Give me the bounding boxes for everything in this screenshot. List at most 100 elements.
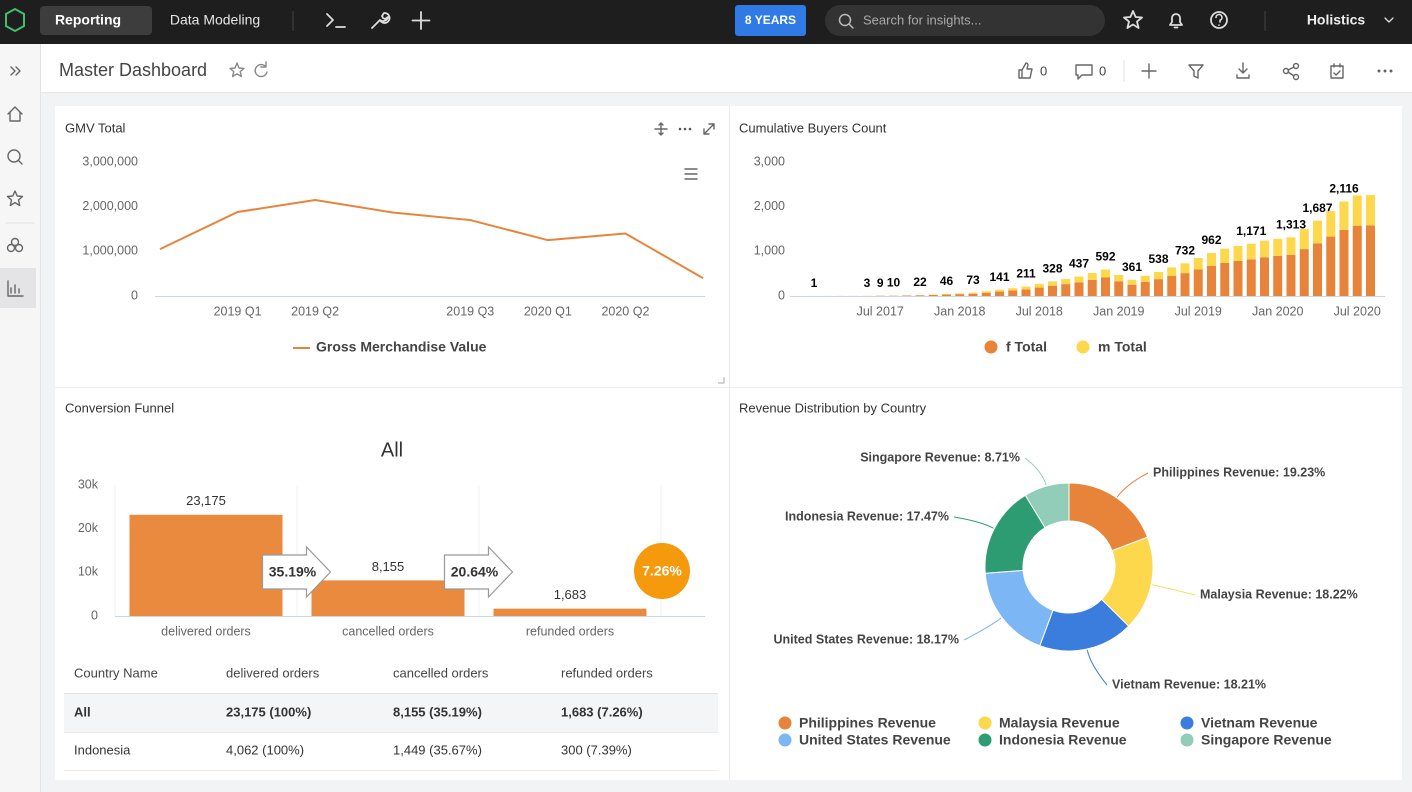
terminal-icon[interactable] — [326, 13, 346, 28]
expand-widget[interactable] — [703, 123, 715, 135]
bar-segment — [1299, 229, 1309, 250]
move-handle[interactable] — [654, 122, 668, 136]
y-tick-label: 2,000,000 — [82, 199, 138, 213]
search-placeholder[interactable]: Search for insights... — [863, 12, 982, 27]
slice-label: Malaysia Revenue: 18.22% — [1200, 587, 1358, 601]
org-name[interactable]: Holistics — [1307, 12, 1366, 28]
bar-segment — [915, 295, 925, 296]
bar-segment — [1326, 236, 1336, 296]
bar-segment — [1087, 272, 1097, 280]
legend-label: Philippines Revenue — [799, 715, 936, 731]
bar-segment — [1260, 240, 1269, 258]
bar-segment — [1167, 267, 1177, 276]
badge-text[interactable]: 8 YEARS — [745, 13, 796, 27]
bar-segment — [1154, 279, 1163, 296]
bar-segment — [1180, 263, 1190, 274]
slice-label: Indonesia Revenue: 17.47% — [785, 509, 949, 523]
tab-active[interactable] — [40, 6, 152, 35]
table-cell: 23,175 (100%) — [226, 704, 311, 719]
stack-label: 538 — [1148, 252, 1168, 266]
bar-segment — [942, 293, 951, 295]
y-tick-label: 0 — [91, 608, 98, 622]
legend-swatch — [1180, 733, 1194, 747]
legend-label: Indonesia Revenue — [999, 732, 1127, 748]
y-tick-label: 3,000,000 — [82, 154, 138, 168]
leader-line — [1152, 584, 1196, 596]
comment-button[interactable] — [1075, 64, 1093, 80]
bar-segment — [1021, 289, 1031, 296]
x-tick-label: Jul 2017 — [857, 304, 904, 318]
bar-segment — [1114, 281, 1124, 296]
help-icon[interactable] — [1210, 11, 1228, 29]
table-header: delivered orders — [226, 665, 320, 680]
bar-segment — [1008, 290, 1018, 296]
legend-label: United States Revenue — [799, 732, 951, 748]
bar-segment — [1101, 277, 1110, 296]
filter-button[interactable] — [1188, 64, 1204, 79]
nav-active[interactable] — [0, 268, 36, 308]
chevron[interactable] — [1384, 17, 1394, 23]
bar-segment — [1286, 254, 1296, 296]
home-icon[interactable] — [7, 106, 23, 122]
bar-segment — [1352, 195, 1362, 226]
logo[interactable] — [5, 7, 25, 33]
bar-segment — [1048, 281, 1057, 286]
bar-segment — [1286, 237, 1296, 255]
bar-segment — [1087, 279, 1097, 296]
legend-swatch — [1076, 340, 1090, 354]
download-button[interactable] — [1236, 62, 1250, 79]
slice-label: Vietnam Revenue: 18.21% — [1112, 677, 1266, 691]
data-label: 23,175 — [186, 493, 226, 508]
resize-handle[interactable] — [718, 377, 725, 384]
pie-slice — [1024, 482, 1070, 529]
favorite-icon[interactable] — [1123, 10, 1143, 29]
favorites-nav-icon[interactable] — [6, 190, 24, 207]
bar-segment — [981, 291, 991, 293]
search-nav-icon[interactable] — [7, 149, 21, 163]
y-tick-label: 0 — [778, 288, 785, 302]
table-cell: Indonesia — [74, 742, 131, 757]
bar — [493, 608, 647, 616]
table-cell: 300 (7.39%) — [561, 742, 632, 757]
dot — [683, 127, 687, 131]
widget-title: Conversion Funnel — [65, 400, 174, 415]
schedule-button[interactable] — [1330, 63, 1344, 79]
dashboard-icon[interactable] — [7, 280, 24, 297]
bar-segment — [981, 292, 991, 296]
like-button[interactable] — [1018, 62, 1033, 79]
favorite-button[interactable] — [229, 62, 245, 78]
bar-segment — [1127, 284, 1137, 296]
dot — [678, 127, 682, 131]
bar-segment — [1061, 279, 1071, 285]
bar-segment — [1273, 238, 1283, 256]
top-bar — [0, 0, 1412, 44]
slice-label: United States Revenue: 18.17% — [774, 632, 960, 646]
badge[interactable] — [735, 5, 806, 36]
add-icon[interactable] — [411, 11, 431, 30]
notification-icon[interactable] — [1169, 13, 1183, 29]
models-icon-part — [10, 237, 20, 247]
share-button[interactable] — [1282, 62, 1300, 81]
y-tick-label: 3,000 — [754, 154, 785, 168]
expand-icon[interactable] — [10, 66, 21, 76]
search-box[interactable] — [825, 5, 1105, 36]
widget-menu[interactable] — [678, 127, 692, 131]
bar-segment — [1352, 225, 1362, 296]
bar-segment — [1366, 225, 1375, 296]
models-icon[interactable] — [6, 237, 24, 253]
tab[interactable]: Reporting — [55, 12, 121, 28]
tab[interactable]: Data Modeling — [170, 12, 260, 28]
bar-segment — [1180, 273, 1190, 296]
add-widget-button[interactable] — [1141, 63, 1157, 79]
bar-segment — [995, 289, 1004, 292]
tool-icon[interactable] — [371, 12, 391, 29]
stack-label: 73 — [966, 273, 980, 287]
like-count: 0 — [1040, 63, 1047, 78]
refresh-button[interactable] — [254, 61, 268, 78]
legend-swatch — [984, 340, 998, 354]
stack-label: 437 — [1069, 257, 1089, 271]
bar-segment — [1233, 245, 1243, 261]
more-button[interactable] — [1377, 69, 1393, 73]
chart-menu[interactable] — [684, 168, 698, 180]
